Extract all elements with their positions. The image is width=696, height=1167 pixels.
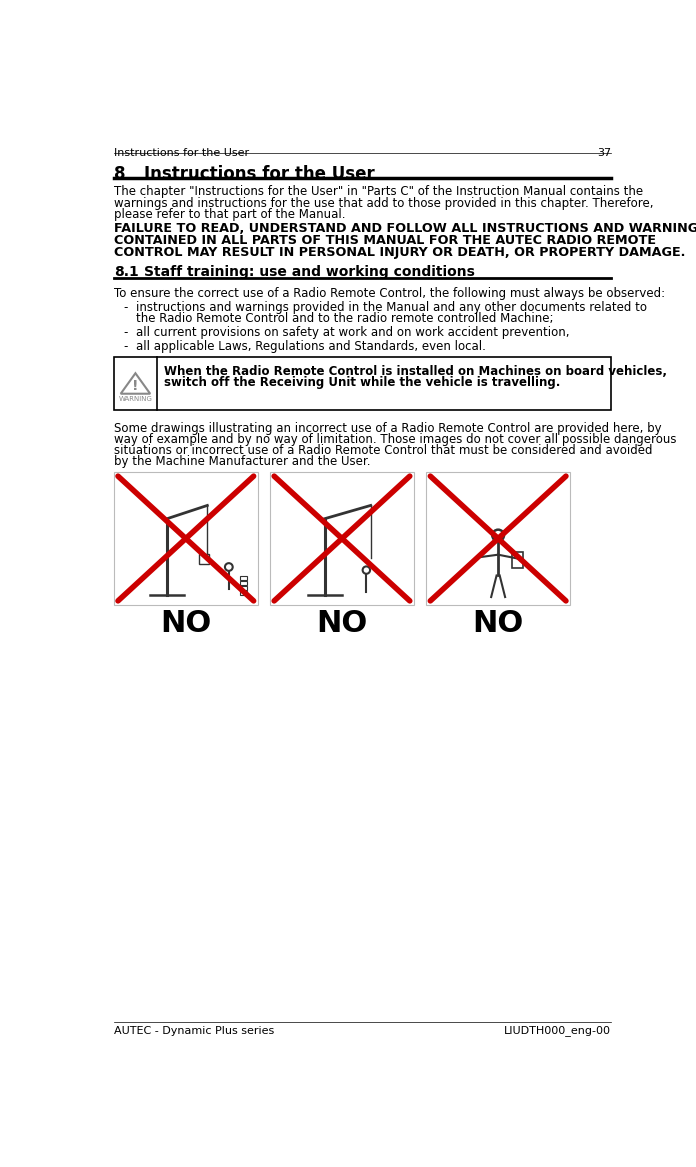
Text: CONTROL MAY RESULT IN PERSONAL INJURY OR DEATH, OR PROPERTY DAMAGE.: CONTROL MAY RESULT IN PERSONAL INJURY OR…: [114, 245, 686, 259]
Text: NO: NO: [317, 609, 367, 638]
Text: warnings and instructions for the use that add to those provided in this chapter: warnings and instructions for the use th…: [114, 196, 654, 210]
Text: 37: 37: [596, 148, 611, 158]
Bar: [427, 473, 570, 605]
Bar: [114, 473, 258, 605]
Text: NO: NO: [473, 609, 524, 638]
Text: To ensure the correct use of a Radio Remote Control, the following must always b: To ensure the correct use of a Radio Rem…: [114, 287, 665, 300]
Text: switch off the Receiving Unit while the vehicle is travelling.: switch off the Receiving Unit while the …: [164, 376, 560, 389]
Text: instructions and warnings provided in the Manual and any other documents related: instructions and warnings provided in th…: [136, 301, 647, 314]
Text: AUTEC - Dynamic Plus series: AUTEC - Dynamic Plus series: [114, 1026, 274, 1035]
Bar: [240, 591, 247, 595]
Text: The chapter "Instructions for the User" in "Parts C" of the Instruction Manual c: The chapter "Instructions for the User" …: [114, 186, 643, 198]
Text: all applicable Laws, Regulations and Standards, even local.: all applicable Laws, Regulations and Sta…: [136, 341, 486, 354]
Text: FAILURE TO READ, UNDERSTAND AND FOLLOW ALL INSTRUCTIONS AND WARNINGS: FAILURE TO READ, UNDERSTAND AND FOLLOW A…: [114, 222, 696, 235]
Text: by the Machine Manufacturer and the User.: by the Machine Manufacturer and the User…: [114, 455, 371, 468]
Bar: [512, 552, 523, 568]
Text: all current provisions on safety at work and on work accident prevention,: all current provisions on safety at work…: [136, 326, 569, 338]
Bar: [240, 575, 247, 580]
Text: way of example and by no way of limitation. Those images do not cover all possib: way of example and by no way of limitati…: [114, 433, 677, 446]
Text: WARNING: WARNING: [118, 396, 152, 401]
Text: NO: NO: [160, 609, 212, 638]
Text: please refer to that part of the Manual.: please refer to that part of the Manual.: [114, 208, 346, 221]
Text: Instructions for the User: Instructions for the User: [114, 148, 249, 158]
Text: -: -: [123, 301, 128, 314]
Text: the Radio Remote Control and to the radio remote controlled Machine;: the Radio Remote Control and to the radi…: [136, 312, 553, 324]
Text: situations or incorrect use of a Radio Remote Control that must be considered an: situations or incorrect use of a Radio R…: [114, 445, 653, 457]
Text: Some drawings illustrating an incorrect use of a Radio Remote Control are provid: Some drawings illustrating an incorrect …: [114, 421, 662, 435]
Text: CONTAINED IN ALL PARTS OF THIS MANUAL FOR THE AUTEC RADIO REMOTE: CONTAINED IN ALL PARTS OF THIS MANUAL FO…: [114, 233, 656, 246]
Text: -: -: [123, 326, 128, 338]
Text: 8.1: 8.1: [114, 265, 139, 279]
Text: When the Radio Remote Control is installed on Machines on board vehicles,: When the Radio Remote Control is install…: [164, 365, 667, 378]
Bar: [270, 473, 413, 605]
Bar: [240, 581, 247, 586]
Text: Staff training: use and working conditions: Staff training: use and working conditio…: [143, 265, 475, 279]
Text: -: -: [123, 341, 128, 354]
Text: 8: 8: [114, 165, 125, 183]
Bar: [199, 553, 209, 564]
Text: Instructions for the User: Instructions for the User: [143, 165, 374, 183]
FancyBboxPatch shape: [114, 357, 611, 410]
Text: !: !: [132, 379, 139, 393]
Text: LIUDTH000_eng-00: LIUDTH000_eng-00: [504, 1026, 611, 1036]
Bar: [240, 586, 247, 591]
